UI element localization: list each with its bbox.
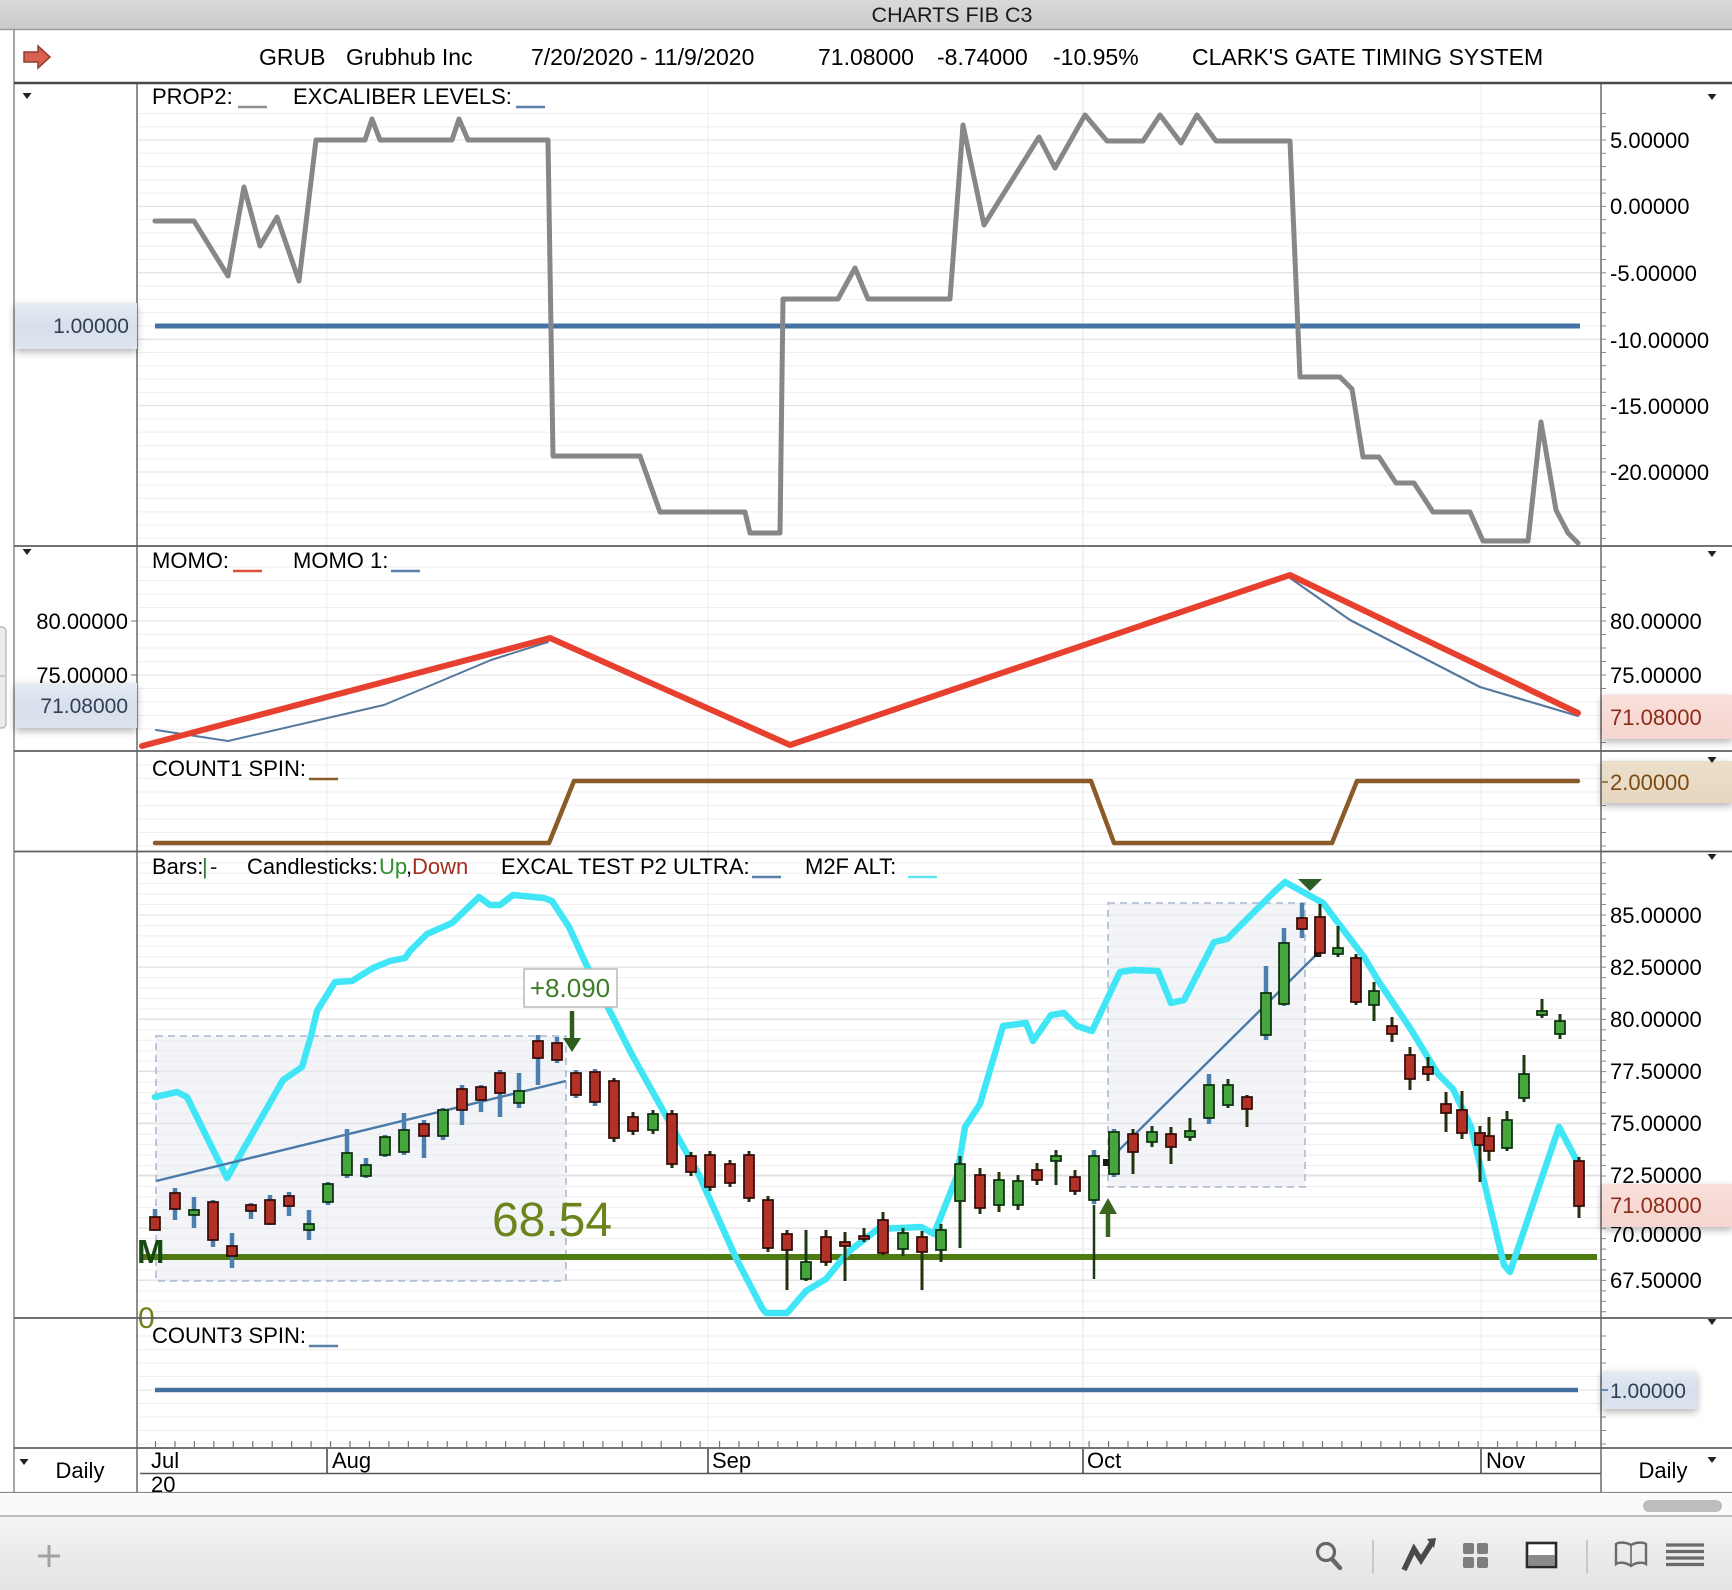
- svg-text:80.00000: 80.00000: [1610, 609, 1702, 634]
- svg-text:GRUB: GRUB: [259, 44, 325, 70]
- svg-text:EXCAL TEST P2 ULTRA:: EXCAL TEST P2 ULTRA:: [501, 854, 750, 879]
- svg-text:2.00000: 2.00000: [1610, 770, 1690, 795]
- svg-text:-: -: [210, 854, 217, 879]
- svg-text:Daily: Daily: [56, 1458, 105, 1483]
- svg-text:EXCALIBER LEVELS:: EXCALIBER LEVELS:: [293, 84, 512, 109]
- svg-text:CHARTS FIB C3: CHARTS FIB C3: [872, 3, 1033, 27]
- svg-text:75.00000: 75.00000: [1610, 663, 1702, 688]
- svg-text:85.00000: 85.00000: [1610, 903, 1702, 928]
- svg-text:1.00000: 1.00000: [53, 315, 129, 338]
- svg-text:MOMO 1:: MOMO 1:: [293, 548, 388, 573]
- svg-text:Daily: Daily: [1639, 1458, 1688, 1483]
- svg-text:Down: Down: [412, 854, 468, 879]
- svg-text:71.08000: 71.08000: [1610, 705, 1702, 730]
- svg-text:72.50000: 72.50000: [1610, 1163, 1702, 1188]
- svg-text:67.50000: 67.50000: [1610, 1268, 1702, 1293]
- svg-text:80.00000: 80.00000: [36, 609, 128, 634]
- svg-text:1.00000: 1.00000: [1610, 1380, 1686, 1403]
- svg-text:MOMO:: MOMO:: [152, 548, 229, 573]
- svg-text:Sep: Sep: [712, 1448, 751, 1473]
- svg-text:Grubhub Inc: Grubhub Inc: [346, 44, 473, 70]
- svg-text:82.50000: 82.50000: [1610, 955, 1702, 980]
- svg-text:-10.95%: -10.95%: [1053, 44, 1139, 70]
- svg-text:Oct: Oct: [1087, 1448, 1121, 1473]
- svg-text:PROP2:: PROP2:: [152, 84, 233, 109]
- svg-text:Up: Up: [379, 854, 407, 879]
- svg-text:Aug: Aug: [332, 1448, 371, 1473]
- svg-text:75.00000: 75.00000: [1610, 1111, 1702, 1136]
- svg-text:Jul: Jul: [151, 1448, 179, 1473]
- svg-text:71.08000: 71.08000: [1610, 1193, 1702, 1218]
- svg-text:,: ,: [406, 854, 412, 879]
- svg-text:7/20/2020 - 11/9/2020: 7/20/2020 - 11/9/2020: [531, 44, 754, 70]
- svg-text:80.00000: 80.00000: [1610, 1007, 1702, 1032]
- svg-text:CLARK'S GATE TIMING SYSTEM: CLARK'S GATE TIMING SYSTEM: [1192, 44, 1543, 70]
- svg-text:M: M: [137, 1233, 165, 1270]
- svg-text:71.08000: 71.08000: [818, 44, 914, 70]
- svg-text:77.50000: 77.50000: [1610, 1059, 1702, 1084]
- svg-text:|: |: [202, 854, 208, 879]
- svg-text:-8.74000: -8.74000: [937, 44, 1028, 70]
- svg-text:-10.00000: -10.00000: [1610, 328, 1709, 353]
- svg-text:+8.090: +8.090: [530, 973, 610, 1003]
- svg-text:M2F ALT:: M2F ALT:: [805, 854, 896, 879]
- svg-text:0.00000: 0.00000: [1610, 194, 1690, 219]
- svg-text:Bars:: Bars:: [152, 854, 203, 879]
- svg-text:20: 20: [151, 1472, 175, 1497]
- svg-text:COUNT3 SPIN:: COUNT3 SPIN:: [152, 1323, 306, 1348]
- svg-text:71.08000: 71.08000: [40, 695, 128, 718]
- svg-text:68.54: 68.54: [492, 1194, 612, 1247]
- svg-text:5.00000: 5.00000: [1610, 128, 1690, 153]
- svg-text:-20.00000: -20.00000: [1610, 460, 1709, 485]
- svg-text:Candlesticks:: Candlesticks:: [247, 854, 378, 879]
- svg-text:-5.00000: -5.00000: [1610, 261, 1697, 286]
- svg-text:Nov: Nov: [1486, 1448, 1525, 1473]
- svg-text:-15.00000: -15.00000: [1610, 394, 1709, 419]
- svg-text:COUNT1 SPIN:: COUNT1 SPIN:: [152, 756, 306, 781]
